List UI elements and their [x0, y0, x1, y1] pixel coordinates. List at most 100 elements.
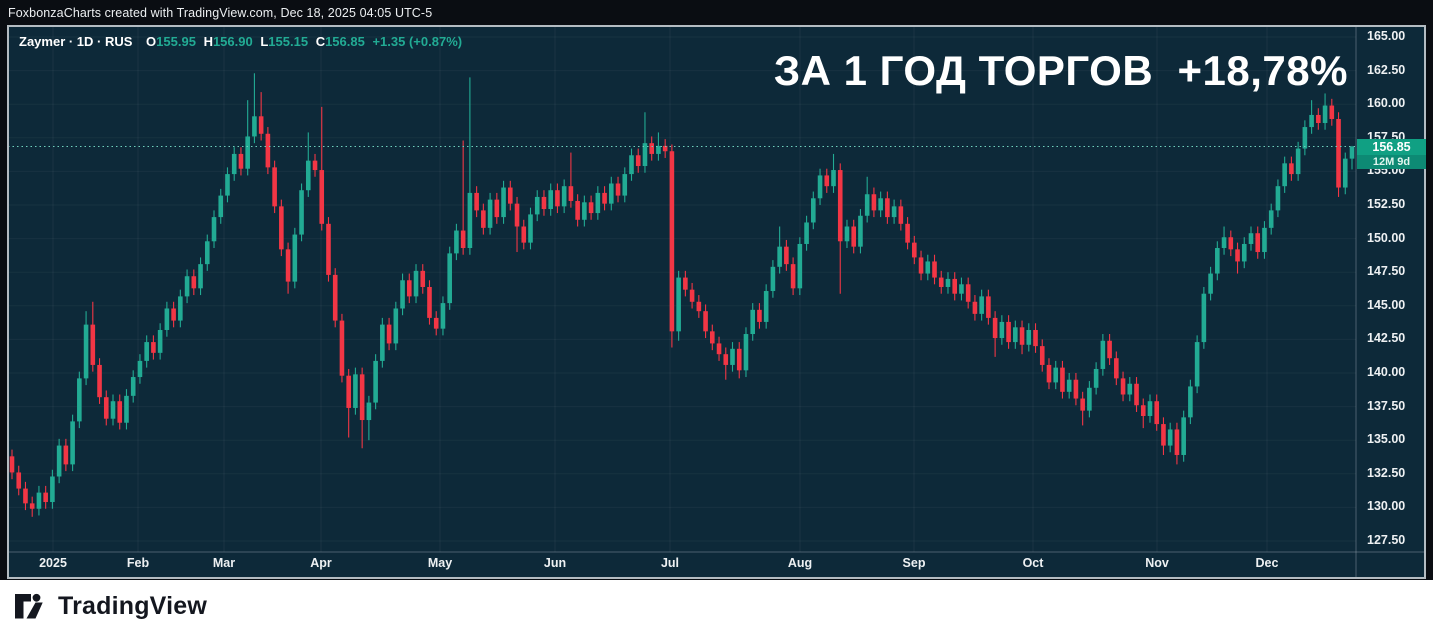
candle	[811, 191, 816, 230]
candle	[851, 219, 857, 254]
candle	[1120, 371, 1126, 402]
header-attribution-text: FoxbonzaCharts created with TradingView.…	[8, 6, 433, 20]
candle	[1080, 391, 1085, 426]
candle	[1194, 335, 1200, 394]
price-tick-label: 142.50	[1367, 331, 1406, 346]
candle	[1134, 377, 1139, 412]
candle	[965, 277, 971, 309]
candle	[36, 485, 42, 516]
candle	[198, 257, 203, 296]
candle	[292, 227, 298, 289]
candle	[359, 367, 365, 449]
candle	[433, 311, 439, 336]
candle	[171, 301, 176, 328]
month-label: Mar	[212, 556, 236, 570]
candle	[615, 176, 621, 203]
candle	[844, 219, 850, 249]
candle	[252, 73, 257, 144]
candle	[474, 186, 479, 218]
candle	[1161, 417, 1166, 455]
candle	[750, 303, 756, 341]
candle	[1295, 141, 1301, 181]
candle	[1268, 203, 1274, 235]
candle	[1181, 410, 1186, 462]
candle	[972, 295, 978, 321]
candle	[656, 132, 661, 161]
candle	[595, 186, 601, 220]
candle	[460, 140, 466, 255]
month-label: 2025	[39, 556, 67, 570]
candle	[427, 280, 432, 325]
candle	[622, 167, 628, 203]
candle	[97, 358, 102, 404]
candle	[386, 317, 392, 351]
candle	[211, 210, 217, 249]
current-price-badge: 156.85 12M 9d	[1357, 138, 1426, 169]
candle	[157, 323, 163, 360]
candle	[1053, 360, 1059, 390]
candle	[299, 183, 304, 242]
candle	[710, 324, 715, 351]
candle	[1039, 339, 1045, 372]
candle	[837, 163, 843, 294]
candle	[938, 270, 944, 294]
current-price-value: 156.85	[1357, 138, 1426, 155]
candle	[29, 496, 35, 517]
candle	[258, 92, 264, 141]
time-axis[interactable]: 2025 Feb Mar Apr May Jun Jul Aug Sep Oct Nov Dec	[8, 553, 1356, 578]
candle	[1262, 221, 1267, 259]
symbol-title[interactable]: Zaymer · 1D · RUS	[19, 34, 133, 49]
candle	[689, 282, 695, 309]
candle	[312, 153, 318, 177]
candle	[992, 311, 998, 357]
open-label: O	[146, 34, 157, 49]
candle	[555, 183, 560, 214]
price-tick-label: 140.00	[1367, 365, 1406, 379]
candle	[548, 183, 553, 216]
candle	[797, 237, 803, 296]
candle	[770, 260, 776, 298]
candle	[117, 394, 123, 430]
candle	[218, 188, 224, 224]
candle	[945, 272, 951, 294]
candle	[272, 160, 277, 214]
candle	[191, 269, 197, 296]
candle	[602, 186, 607, 211]
candle	[676, 270, 681, 341]
candle	[979, 289, 984, 321]
tradingview-logo[interactable]: TradingView	[14, 592, 207, 621]
candle	[265, 127, 271, 175]
candle	[346, 368, 351, 438]
candle	[467, 77, 473, 255]
price-axis[interactable]: 165.00 162.50 160.00 157.50 155.00 152.50 150.…	[1357, 26, 1425, 578]
symbol-legend[interactable]: Zaymer · 1D · RUS O155.95 H156.90 L155.1…	[19, 34, 462, 49]
candle	[339, 313, 345, 383]
candle	[16, 465, 22, 496]
candle	[703, 304, 708, 339]
bar-countdown-timer: 12M 9d	[1357, 154, 1426, 169]
candle	[319, 106, 325, 231]
candle	[763, 284, 769, 329]
candle	[1093, 362, 1099, 395]
candle	[891, 199, 897, 224]
candle	[332, 268, 338, 328]
tradingview-logo-text: TradingView	[58, 592, 208, 620]
candle	[804, 215, 809, 251]
candle	[575, 194, 580, 227]
candle	[83, 311, 89, 386]
candle	[534, 190, 540, 222]
close-value: 156.85	[325, 34, 365, 49]
candle	[353, 367, 358, 415]
candle	[649, 136, 654, 161]
candle	[730, 342, 735, 372]
candle	[63, 438, 69, 472]
candle	[521, 219, 527, 250]
candle	[1167, 422, 1173, 453]
annotation-title: ЗА 1 ГОД ТОРГОВ +18,78%	[773, 47, 1348, 94]
month-label: Feb	[126, 556, 150, 570]
price-tick-label: 145.00	[1367, 297, 1406, 312]
candle	[285, 242, 291, 294]
candle	[608, 176, 614, 211]
price-tick-label: 147.50	[1367, 264, 1406, 279]
